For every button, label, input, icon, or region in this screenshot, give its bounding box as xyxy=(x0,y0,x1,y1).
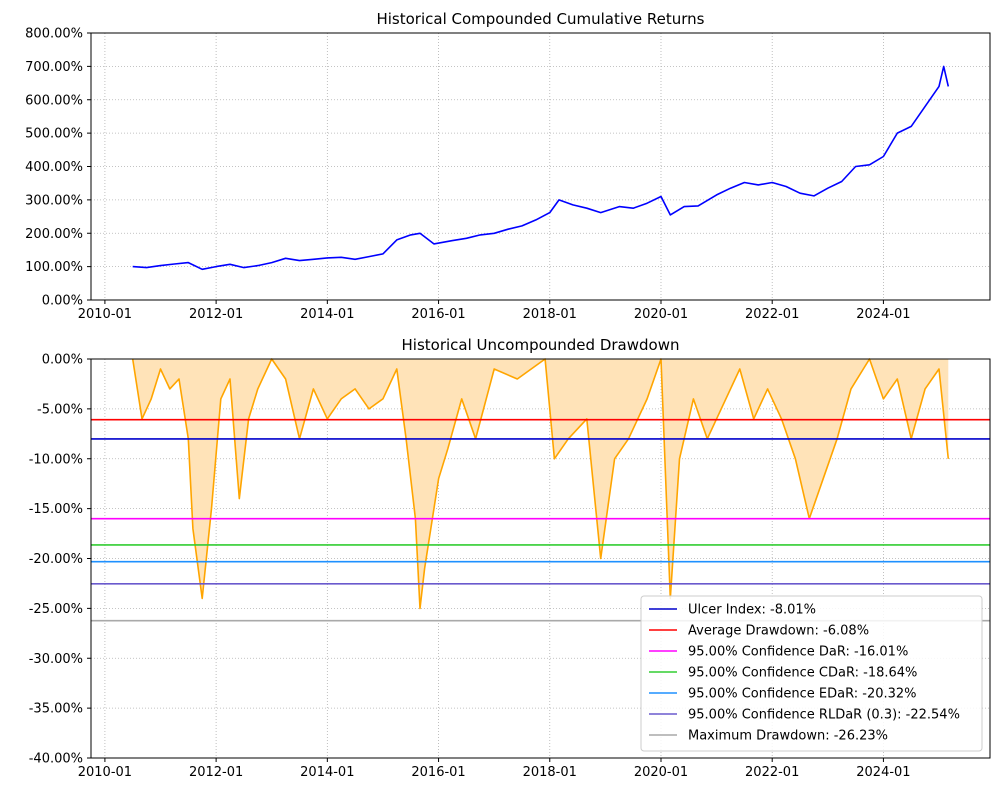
c1-y-tick-label: 0.00% xyxy=(42,353,83,368)
c1-y-tick-label: -15.00% xyxy=(29,502,83,517)
c1-legend-label: 95.00% Confidence DaR: -16.01% xyxy=(688,645,908,660)
c1-x-tick-label: 2016-01 xyxy=(411,765,465,780)
c1-legend-box xyxy=(640,595,983,752)
c0-x-tick-label: 2012-01 xyxy=(189,307,243,322)
c1-legend-label: Average Drawdown: -6.08% xyxy=(688,624,869,639)
c1-legend-label: 95.00% Confidence CDaR: -18.64% xyxy=(688,666,917,681)
c0-y-tick-label: 600.00% xyxy=(25,93,83,108)
c1-x-tick-label: 2012-01 xyxy=(189,765,243,780)
c0-y-tick-label: 800.00% xyxy=(25,27,83,42)
c1-x-tick-label: 2024-01 xyxy=(856,765,910,780)
c1-x-tick-label: 2010-01 xyxy=(78,765,132,780)
c1-plot-frame xyxy=(90,358,991,759)
c1-y-tick-label: -10.00% xyxy=(29,452,83,467)
c1-legend-label: 95.00% Confidence EDaR: -20.32% xyxy=(688,687,917,702)
c0-y-tick-label: 700.00% xyxy=(25,60,83,75)
c0-plot-group xyxy=(87,32,991,304)
c1-legend-label: Ulcer Index: -8.01% xyxy=(688,603,816,618)
c0-series-line xyxy=(132,65,950,271)
c0-chart-title: Historical Compounded Cumulative Returns xyxy=(376,10,704,28)
c0-y-tick-label: 200.00% xyxy=(25,227,83,242)
c1-plot-group xyxy=(87,358,991,762)
c1-y-tick-label: -40.00% xyxy=(29,752,83,767)
c1-legend-label: 95.00% Confidence RLDaR (0.3): -22.54% xyxy=(688,708,960,723)
c1-y-tick-label: -25.00% xyxy=(29,602,83,617)
c1-chart-title: Historical Uncompounded Drawdown xyxy=(402,336,680,354)
c0-y-tick-label: 0.00% xyxy=(42,294,83,309)
c1-y-tick-label: -35.00% xyxy=(29,702,83,717)
c0-y-tick-label: 500.00% xyxy=(25,127,83,142)
c1-y-tick-label: -20.00% xyxy=(29,552,83,567)
c1-y-tick-label: -5.00% xyxy=(37,402,83,417)
c0-x-tick-label: 2024-01 xyxy=(856,307,910,322)
c0-y-tick-label: 300.00% xyxy=(25,193,83,208)
c1-x-tick-label: 2018-01 xyxy=(523,765,577,780)
c0-x-tick-label: 2018-01 xyxy=(523,307,577,322)
c0-plot-frame xyxy=(90,32,991,301)
c1-legend-label: Maximum Drawdown: -26.23% xyxy=(688,729,888,744)
c1-drawdown-area xyxy=(132,359,949,609)
c0-x-tick-label: 2022-01 xyxy=(745,307,799,322)
c0-x-tick-label: 2014-01 xyxy=(300,307,354,322)
c0-x-tick-label: 2016-01 xyxy=(411,307,465,322)
c1-x-tick-label: 2022-01 xyxy=(745,765,799,780)
c1-y-tick-label: -30.00% xyxy=(29,652,83,667)
c0-y-tick-label: 100.00% xyxy=(25,260,83,275)
c0-x-tick-label: 2010-01 xyxy=(78,307,132,322)
c0-y-tick-label: 400.00% xyxy=(25,160,83,175)
c1-x-tick-label: 2020-01 xyxy=(634,765,688,780)
c0-x-tick-label: 2020-01 xyxy=(634,307,688,322)
c1-x-tick-label: 2014-01 xyxy=(300,765,354,780)
